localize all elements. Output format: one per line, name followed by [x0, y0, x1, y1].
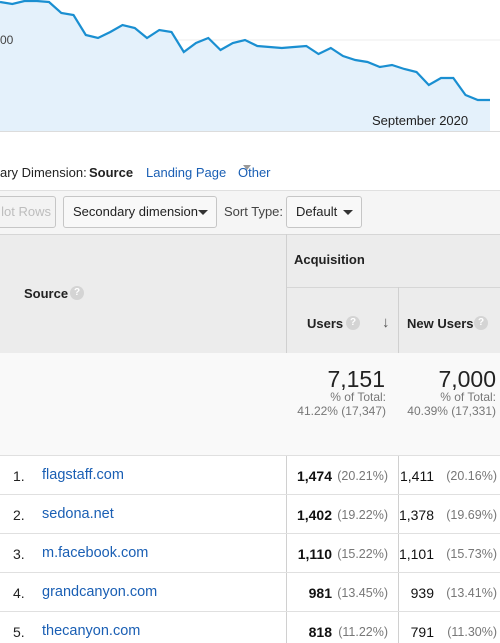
new-users-percent: (11.30%): [447, 625, 497, 639]
total-new-users-pct-label: % of Total:: [440, 390, 496, 404]
help-icon[interactable]: ?: [70, 286, 84, 300]
totals-row: 7,151 % of Total: 41.22% (17,347) 7,000 …: [0, 353, 500, 455]
new-users-value: 1,101: [398, 546, 434, 562]
column-header-source[interactable]: Source: [24, 286, 69, 301]
total-users: 7,151: [327, 366, 385, 392]
help-icon[interactable]: ?: [346, 316, 360, 330]
source-link[interactable]: flagstaff.com: [42, 467, 124, 483]
row-number: 3.: [13, 546, 25, 562]
chevron-down-icon: [343, 210, 353, 215]
users-value: 1,402: [296, 507, 332, 523]
users-value: 818: [308, 624, 332, 640]
secondary-dimension-label: Secondary dimension: [73, 204, 199, 219]
users-percent: (11.22%): [338, 625, 388, 639]
users-percent: (13.45%): [337, 586, 388, 600]
new-users-percent: (20.16%): [446, 469, 497, 483]
users-value: 981: [308, 585, 332, 601]
help-icon[interactable]: ?: [474, 316, 488, 330]
sort-type-dropdown[interactable]: Default: [286, 196, 362, 228]
sort-type-label: Sort Type:: [224, 204, 284, 219]
chevron-down-icon: [243, 165, 251, 170]
chevron-down-icon: [198, 210, 208, 215]
column-group-acquisition: Acquisition: [294, 252, 365, 267]
new-users-value: 1,378: [398, 507, 434, 523]
row-number: 4.: [13, 585, 25, 601]
secondary-dimension-dropdown[interactable]: Secondary dimension: [63, 196, 217, 228]
source-link[interactable]: sedona.net: [42, 506, 114, 522]
new-users-percent: (19.69%): [446, 508, 497, 522]
chart-divider: [0, 131, 500, 132]
table-row: 2. sedona.net 1,402 (19.22%) 1,378 (19.6…: [0, 494, 500, 533]
sort-descending-icon[interactable]: ↓: [382, 314, 390, 331]
y-axis-tick-label: 00: [0, 33, 14, 47]
users-percent: (19.22%): [337, 508, 388, 522]
new-users-value: 939: [410, 585, 434, 601]
users-percent: (20.21%): [337, 469, 388, 483]
table-row: 5. thecanyon.com 818 (11.22%) 791 (11.30…: [0, 611, 500, 643]
new-users-value: 791: [410, 624, 434, 640]
source-data-table: Source ? Acquisition Users ? ↓ New Users…: [0, 234, 500, 643]
primary-dimension-label: ary Dimension:: [0, 165, 87, 180]
row-number: 5.: [13, 624, 25, 640]
users-over-time-chart: [0, 0, 500, 131]
sort-type-value: Default: [296, 204, 338, 219]
dimension-source: Source: [89, 165, 134, 180]
users-value: 1,110: [297, 546, 332, 562]
users-percent: (15.22%): [337, 547, 388, 561]
total-users-pct-label: % of Total:: [330, 390, 386, 404]
column-header-new-users[interactable]: New Users: [407, 316, 474, 331]
x-axis-date-label: September 2020: [372, 113, 469, 128]
new-users-percent: (13.41%): [446, 586, 497, 600]
source-link[interactable]: thecanyon.com: [42, 623, 141, 639]
row-number: 1.: [13, 468, 25, 484]
table-row: 4. grandcanyon.com 981 (13.45%) 939 (13.…: [0, 572, 500, 611]
dimension-landing-page-link[interactable]: Landing Page: [146, 165, 227, 180]
source-link[interactable]: grandcanyon.com: [42, 584, 158, 600]
new-users-percent: (15.73%): [446, 547, 497, 561]
column-header-users[interactable]: Users: [307, 316, 344, 331]
total-users-pct: 41.22% (17,347): [297, 404, 386, 418]
chart-area-fill: [0, 1, 490, 131]
chart-points: [0, 0, 491, 101]
column-divider: [398, 287, 399, 643]
source-link[interactable]: m.facebook.com: [42, 545, 149, 561]
total-new-users: 7,000: [438, 366, 496, 392]
row-number: 2.: [13, 507, 25, 523]
header-divider: [287, 287, 500, 288]
table-row: 3. m.facebook.com 1,110 (15.22%) 1,101 (…: [0, 533, 500, 572]
table-row: 1. flagstaff.com 1,474 (20.21%) 1,411 (2…: [0, 455, 500, 494]
plot-rows-button[interactable]: lot Rows: [0, 196, 56, 228]
total-new-users-pct: 40.39% (17,331): [407, 404, 496, 418]
table-toolbar: lot Rows Secondary dimension Sort Type: …: [0, 190, 500, 234]
primary-dimension-row: ary Dimension: Source Landing Page Other: [0, 165, 500, 185]
new-users-value: 1,411: [400, 468, 434, 484]
users-value: 1,474: [296, 468, 332, 484]
